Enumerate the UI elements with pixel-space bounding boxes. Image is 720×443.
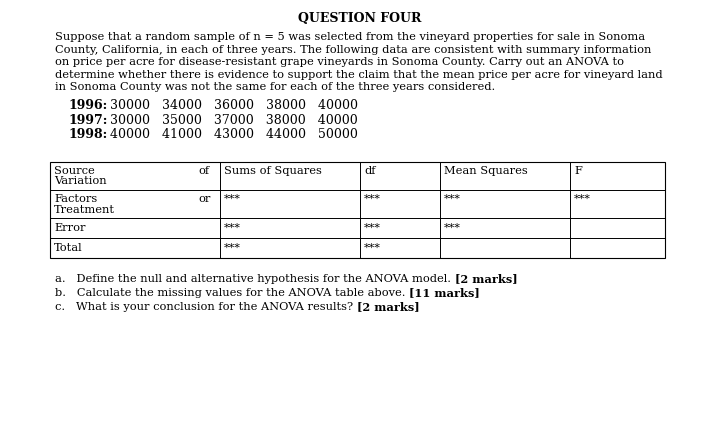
Text: ***: *** xyxy=(224,194,241,203)
Text: df: df xyxy=(364,166,376,175)
Text: Factors: Factors xyxy=(54,194,97,203)
Text: F: F xyxy=(574,166,582,175)
Text: ***: *** xyxy=(224,222,241,233)
Text: [2 marks]: [2 marks] xyxy=(356,302,419,312)
Text: Variation: Variation xyxy=(54,176,107,187)
Text: Sums of Squares: Sums of Squares xyxy=(224,166,322,175)
Text: ***: *** xyxy=(364,222,381,233)
Text: ***: *** xyxy=(224,242,241,253)
Text: 1997:: 1997: xyxy=(68,113,107,127)
Text: 1998:: 1998: xyxy=(68,128,107,141)
Text: 30000   35000   37000   38000   40000: 30000 35000 37000 38000 40000 xyxy=(110,113,358,127)
Text: ***: *** xyxy=(364,194,381,203)
Text: [11 marks]: [11 marks] xyxy=(409,288,480,299)
Text: on price per acre for disease-resistant grape vineyards in Sonoma County. Carry : on price per acre for disease-resistant … xyxy=(55,57,624,67)
Text: Error: Error xyxy=(54,222,86,233)
Text: Mean Squares: Mean Squares xyxy=(444,166,528,175)
Text: c.   What is your conclusion for the ANOVA results?: c. What is your conclusion for the ANOVA… xyxy=(55,302,356,311)
Text: determine whether there is evidence to support the claim that the mean price per: determine whether there is evidence to s… xyxy=(55,70,662,79)
Text: County, California, in each of three years. The following data are consistent wi: County, California, in each of three yea… xyxy=(55,44,652,54)
Text: in Sonoma County was not the same for each of the three years considered.: in Sonoma County was not the same for ea… xyxy=(55,82,495,92)
Text: Source: Source xyxy=(54,166,95,175)
Text: 40000   41000   43000   44000   50000: 40000 41000 43000 44000 50000 xyxy=(110,128,358,141)
Text: Total: Total xyxy=(54,242,83,253)
Text: [2 marks]: [2 marks] xyxy=(454,273,517,284)
Text: Treatment: Treatment xyxy=(54,205,115,214)
Text: or: or xyxy=(198,194,210,203)
Text: of: of xyxy=(198,166,209,175)
Text: a.   Define the null and alternative hypothesis for the ANOVA model.: a. Define the null and alternative hypot… xyxy=(55,273,454,284)
Text: Suppose that a random sample of n = 5 was selected from the vineyard properties : Suppose that a random sample of n = 5 wa… xyxy=(55,32,645,42)
Text: QUESTION FOUR: QUESTION FOUR xyxy=(298,12,422,25)
Text: b.   Calculate the missing values for the ANOVA table above.: b. Calculate the missing values for the … xyxy=(55,288,409,298)
Text: ***: *** xyxy=(364,242,381,253)
Text: ***: *** xyxy=(574,194,591,203)
Bar xyxy=(50,162,665,257)
Text: 1996:: 1996: xyxy=(68,98,107,112)
Text: ***: *** xyxy=(444,222,461,233)
Text: ***: *** xyxy=(444,194,461,203)
Text: 30000   34000   36000   38000   40000: 30000 34000 36000 38000 40000 xyxy=(110,98,358,112)
